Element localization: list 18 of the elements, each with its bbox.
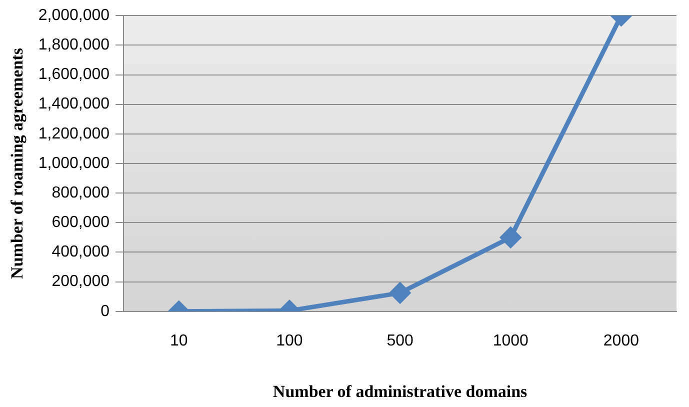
- x-axis-title: Number of administrative domains: [272, 382, 528, 402]
- x-tick-label: 2000: [603, 332, 640, 350]
- y-tick-label: 1,800,000: [38, 36, 110, 54]
- x-tick-label: 100: [276, 332, 303, 350]
- y-axis-title: Number of roaming agreements: [8, 48, 27, 279]
- y-tick-label: 1,600,000: [38, 66, 110, 84]
- x-tick-label: 500: [386, 332, 414, 350]
- y-tick-label: 0: [100, 302, 110, 320]
- y-tick-label: 200,000: [52, 273, 110, 290]
- y-tick-label: 800,000: [52, 184, 110, 202]
- y-tick-label: 1,000,000: [38, 154, 110, 172]
- y-tick-label: 600,000: [52, 214, 110, 232]
- x-tick-label: 10: [170, 332, 188, 350]
- y-tick-label: 2,000,000: [38, 7, 110, 24]
- y-tick-label: 400,000: [52, 244, 110, 261]
- y-tick-label: 1,400,000: [38, 96, 110, 113]
- y-tick-label: 1,200,000: [38, 125, 110, 142]
- x-tick-label: 1000: [492, 332, 529, 350]
